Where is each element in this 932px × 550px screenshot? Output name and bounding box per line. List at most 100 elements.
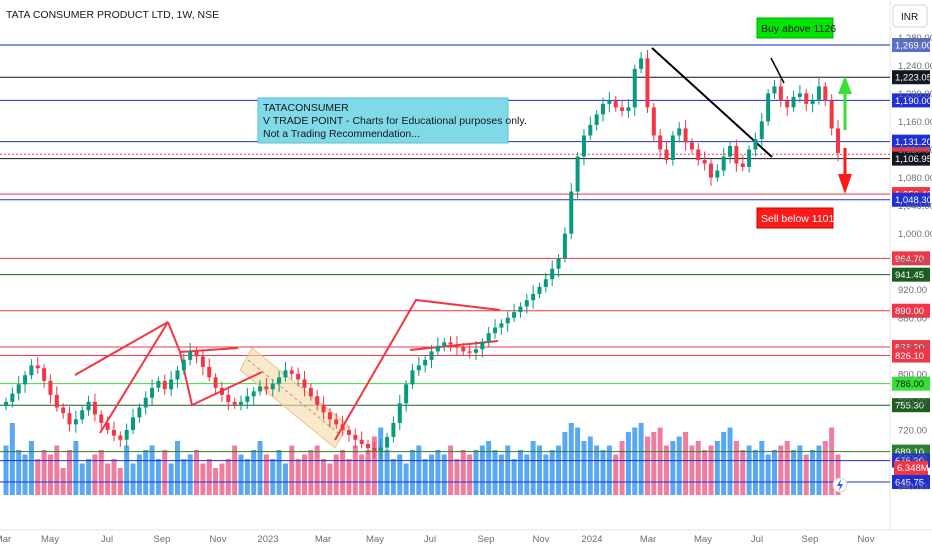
candle-body[interactable] (188, 351, 193, 360)
candle-body[interactable] (797, 93, 802, 97)
candle-body[interactable] (181, 359, 186, 371)
candle-body[interactable] (454, 344, 459, 348)
candle-body[interactable] (543, 279, 548, 287)
candle-body[interactable] (397, 403, 402, 423)
candle-body[interactable] (734, 145, 739, 164)
candle-body[interactable] (131, 417, 136, 430)
candle-body[interactable] (829, 100, 834, 129)
candle-body[interactable] (251, 391, 256, 397)
candle-body[interactable] (537, 286, 542, 294)
candle-body[interactable] (238, 401, 243, 405)
candle-body[interactable] (658, 135, 663, 150)
candle-body[interactable] (118, 435, 123, 440)
candle-body[interactable] (728, 145, 733, 157)
candle-body[interactable] (327, 412, 332, 420)
candle-body[interactable] (512, 312, 517, 318)
downtrend-line[interactable] (651, 47, 773, 158)
candle-body[interactable] (29, 365, 34, 376)
buy-label[interactable]: Buy above 1126 (756, 17, 836, 39)
candle-body[interactable] (524, 300, 529, 307)
candle-body[interactable] (715, 170, 720, 178)
candle-body[interactable] (213, 377, 218, 388)
candle-body[interactable] (505, 317, 510, 324)
candle-body[interactable] (162, 380, 167, 390)
candle-body[interactable] (219, 387, 224, 395)
candle-body[interactable] (772, 86, 777, 94)
candle-body[interactable] (283, 370, 288, 378)
candle-body[interactable] (461, 347, 466, 352)
pattern-line-4[interactable] (334, 298, 501, 441)
candle-body[interactable] (4, 401, 8, 407)
candle-body[interactable] (359, 439, 364, 444)
candle-body[interactable] (473, 349, 478, 353)
candles[interactable] (4, 49, 840, 460)
candle-body[interactable] (550, 268, 555, 280)
candle-body[interactable] (156, 380, 161, 388)
candle-body[interactable] (410, 370, 415, 385)
price-axis[interactable]: 1,280.00 1,240.00 1,200.00 1,160.00 1,120.00… (898, 33, 932, 493)
candle-body[interactable] (302, 379, 307, 388)
downtrend-line-short[interactable] (770, 57, 785, 84)
candle-body[interactable] (42, 368, 47, 381)
candle-body[interactable] (61, 407, 66, 414)
candle-body[interactable] (308, 387, 313, 397)
candle-body[interactable] (620, 107, 625, 111)
candle-body[interactable] (258, 386, 263, 392)
candle-body[interactable] (80, 410, 85, 420)
candle-body[interactable] (143, 397, 148, 408)
currency-button[interactable]: INR (892, 4, 928, 28)
candle-body[interactable] (92, 401, 97, 415)
candle-body[interactable] (270, 383, 275, 390)
candle-body[interactable] (645, 58, 650, 108)
candle-body[interactable] (581, 135, 586, 157)
candle-body[interactable] (759, 121, 764, 139)
candle-body[interactable] (753, 138, 758, 150)
candle-body[interactable] (137, 407, 142, 418)
time-axis[interactable]: Mar May Jul Sep Nov 2023 Mar May Jul Sep Nov 2024 Ma… (0, 534, 875, 545)
candle-body[interactable] (169, 379, 174, 390)
candle-body[interactable] (111, 429, 116, 436)
trend-drawings[interactable] (74, 47, 785, 449)
candle-body[interactable] (651, 107, 656, 136)
candle-body[interactable] (194, 351, 199, 357)
candle-body[interactable] (689, 142, 694, 150)
candle-body[interactable] (518, 306, 523, 313)
candle-body[interactable] (531, 293, 536, 301)
info-annotation[interactable]: TATACONSUMER V TRADE POINT - Charts for … (257, 97, 527, 144)
candle-body[interactable] (435, 345, 440, 352)
candle-body[interactable] (232, 401, 237, 405)
candle-body[interactable] (16, 384, 21, 394)
candle-body[interactable] (639, 58, 644, 69)
candle-body[interactable] (73, 419, 78, 425)
candle-body[interactable] (23, 375, 28, 385)
candle-body[interactable] (766, 93, 771, 122)
candle-body[interactable] (86, 401, 91, 411)
candle-body[interactable] (385, 436, 390, 448)
candle-body[interactable] (289, 370, 294, 374)
candle-body[interactable] (321, 404, 326, 413)
candle-body[interactable] (670, 135, 675, 160)
candle-body[interactable] (48, 380, 53, 395)
candle-body[interactable] (416, 365, 421, 371)
candle-body[interactable] (677, 128, 682, 136)
candle-body[interactable] (791, 96, 796, 108)
candle-body[interactable] (150, 387, 155, 398)
candle-body[interactable] (200, 356, 205, 367)
candle-body[interactable] (391, 422, 396, 437)
candle-body[interactable] (277, 377, 282, 384)
candle-body[interactable] (480, 342, 485, 350)
candle-body[interactable] (67, 413, 72, 425)
candle-body[interactable] (562, 233, 567, 259)
candle-body[interactable] (569, 191, 574, 234)
candle-body[interactable] (423, 359, 428, 366)
candle-body[interactable] (740, 163, 745, 168)
candle-body[interactable] (54, 394, 59, 408)
candle-body[interactable] (816, 86, 821, 101)
candle-body[interactable] (35, 365, 40, 369)
candle-body[interactable] (702, 159, 707, 164)
candle-body[interactable] (836, 128, 840, 153)
candle-body[interactable] (778, 86, 783, 101)
candle-body[interactable] (810, 100, 815, 104)
candle-body[interactable] (442, 342, 447, 346)
